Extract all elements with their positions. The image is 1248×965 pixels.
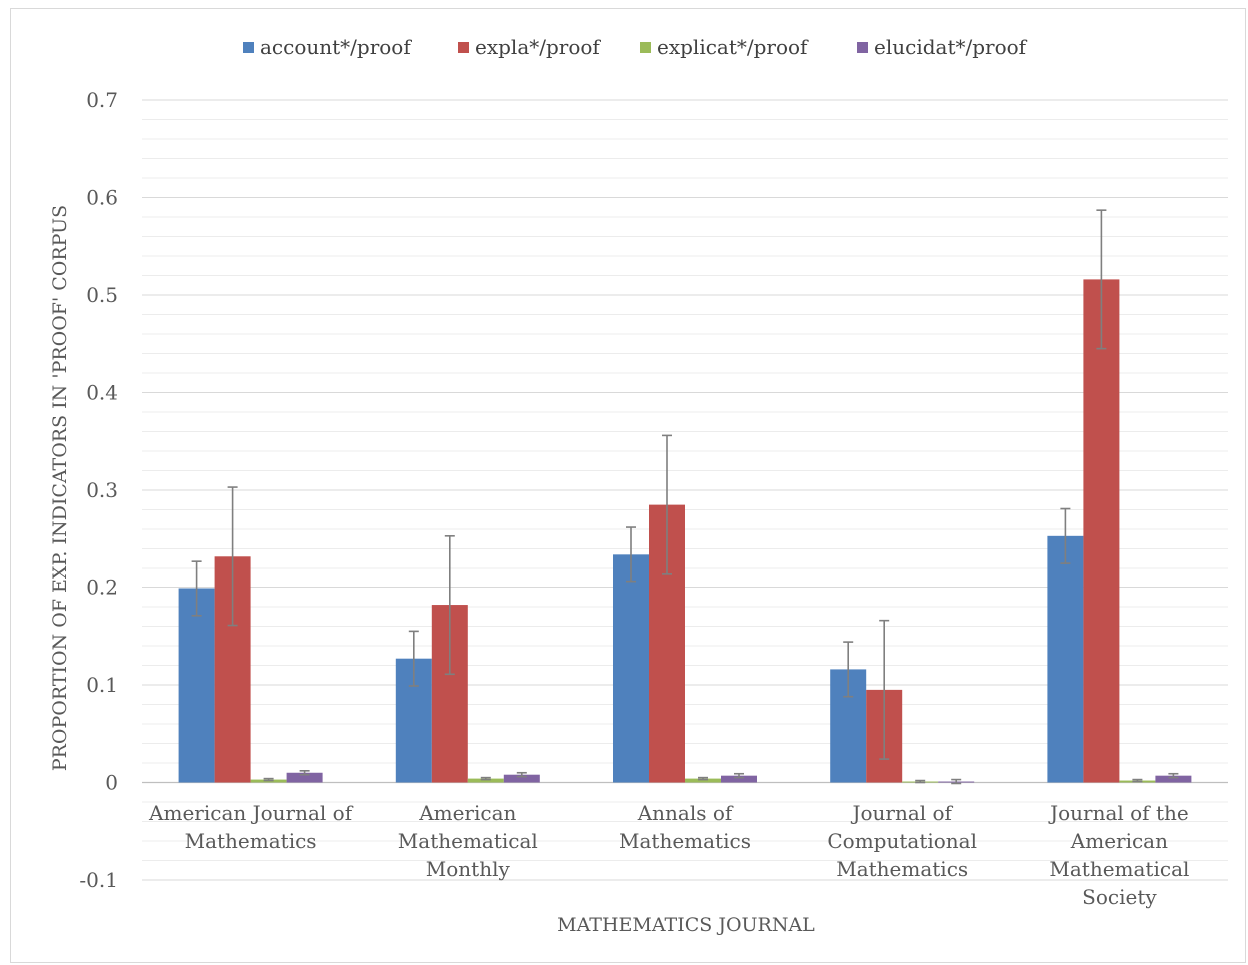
error-bars: [191, 209, 1179, 785]
gridlines: [142, 99, 1228, 881]
bar-accountproof: [613, 554, 649, 783]
x-category-label: Computational: [827, 829, 977, 853]
legend-label: elucidat*/proof: [874, 35, 1027, 59]
legend: account*/proof expla*/proof explicat*/proo…: [0, 0, 1248, 59]
legend-item: elucidat*/proof: [857, 35, 1026, 59]
legend-label: explicat*/proof: [657, 35, 808, 59]
legend-swatch: [857, 41, 868, 53]
bar-explicatproof: [685, 778, 721, 783]
x-category-label: Society: [1082, 885, 1157, 909]
x-category-label: Mathematics: [619, 829, 751, 853]
legend-label: expla*/proof: [475, 35, 600, 59]
y-tick-label: 0.6: [86, 186, 118, 210]
x-category-label: Journal of: [850, 801, 953, 825]
bars: [178, 279, 1192, 783]
legend-swatch: [458, 41, 469, 53]
legend-swatch: [243, 41, 254, 53]
y-tick-label: 0.2: [86, 576, 118, 600]
x-category-label: American Journal of: [148, 801, 354, 825]
x-category-label: Mathematical: [1049, 857, 1189, 881]
y-tick-labels: -0.1 0 0.1 0.2 0.3 0.4 0.5 0.6 0.7: [79, 88, 118, 892]
legend-label: account*/proof: [260, 35, 411, 59]
y-tick-label: 0.3: [86, 478, 118, 502]
y-tick-label: 0.1: [86, 673, 118, 697]
x-category-label: Monthly: [426, 857, 511, 881]
x-category-label: American: [418, 801, 516, 825]
y-tick-label: 0.4: [86, 381, 118, 405]
bar-elucidatproof: [503, 774, 540, 783]
x-category-label: Mathematics: [185, 829, 317, 853]
y-tick-label: 0.7: [86, 88, 118, 112]
x-category-label: Mathematical: [398, 829, 538, 853]
bar-elucidatproof: [286, 772, 323, 783]
x-category-labels: American Journal of Mathematics American Ma…: [148, 801, 1189, 909]
y-tick-label: 0: [105, 771, 118, 795]
y-tick-label: -0.1: [79, 868, 118, 892]
bar-explicatproof: [467, 778, 504, 783]
legend-item: explicat*/proof: [640, 35, 807, 59]
x-category-label: American: [1070, 829, 1168, 853]
x-category-label: Annals of: [637, 801, 734, 825]
x-axis-title: MATHEMATICS JOURNAL: [557, 914, 815, 936]
bar-elucidatproof: [1155, 775, 1192, 783]
bar-accountproof: [178, 588, 215, 783]
bar-elucidatproof: [721, 775, 757, 783]
y-tick-label: 0.5: [86, 283, 118, 307]
x-category-label: Journal of the: [1048, 801, 1189, 825]
bar-accountproof: [1047, 535, 1084, 783]
legend-swatch: [640, 41, 651, 53]
y-axis-title: PROPORTION OF EXP. INDICATORS IN 'PROOF'…: [49, 205, 71, 771]
chart-area: [10, 8, 1246, 963]
bar-explaproof: [1083, 279, 1120, 783]
x-category-label: Mathematics: [836, 857, 968, 881]
legend-item: expla*/proof: [458, 35, 600, 59]
legend-item: account*/proof: [243, 35, 411, 59]
